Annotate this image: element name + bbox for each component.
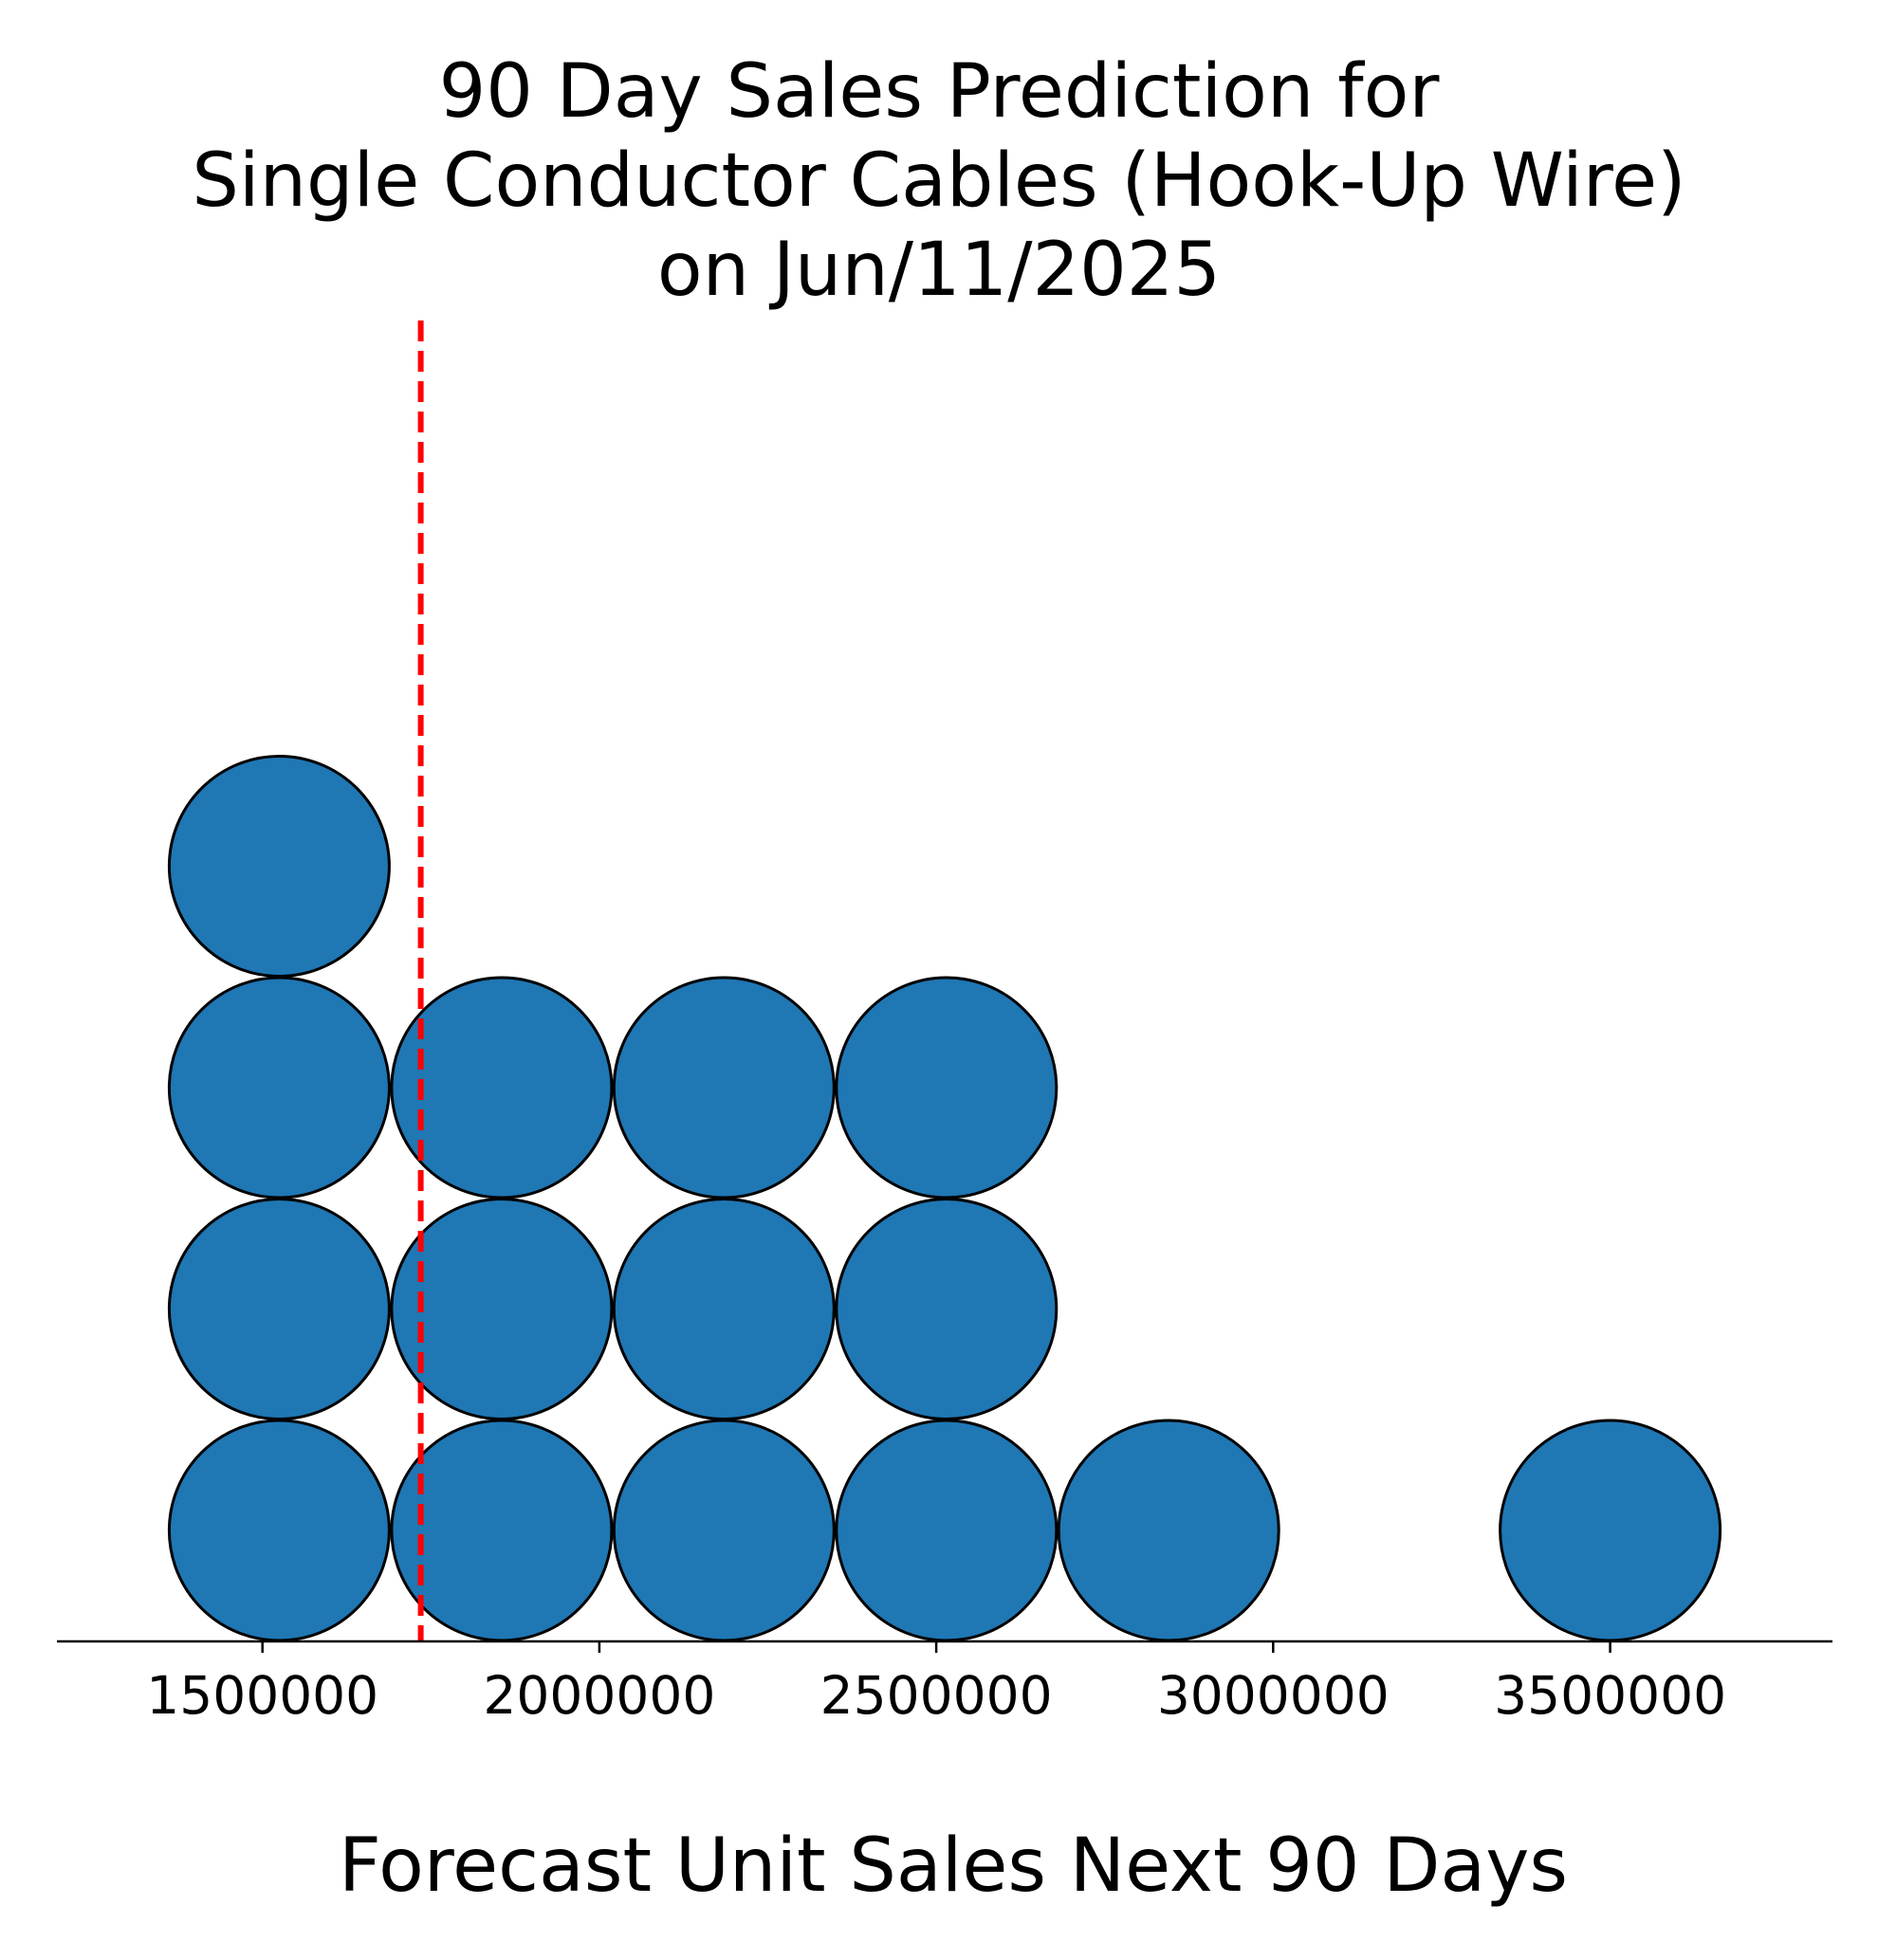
dot-marker — [167, 976, 391, 1200]
dot-marker — [167, 1419, 391, 1642]
dot-marker — [167, 1198, 391, 1420]
dot-marker — [390, 1198, 614, 1420]
dot-marker — [390, 976, 614, 1200]
dot-markers — [167, 755, 1722, 1642]
dot-marker — [167, 755, 391, 978]
x-tick-label: 2000000 — [483, 1665, 715, 1726]
x-tick-label: 1500000 — [146, 1665, 378, 1726]
dot-marker — [612, 1419, 836, 1642]
chart-title-line-2: Single Conductor Cables (Hook-Up Wire) — [192, 138, 1685, 224]
x-axis-ticks: 1500000 2000000 2500000 3000000 3500000 — [146, 1641, 1726, 1726]
chart-title-line-1: 90 Day Sales Prediction for — [439, 49, 1441, 135]
dot-marker — [612, 1198, 836, 1420]
x-axis-label: Forecast Unit Sales Next 90 Days — [339, 1823, 1568, 1909]
x-tick-label: 3000000 — [1157, 1665, 1390, 1726]
dot-marker — [835, 1198, 1059, 1420]
chart-title-line-3: on Jun/11/2025 — [657, 228, 1221, 313]
dot-marker — [1499, 1419, 1722, 1642]
chart-title: 90 Day Sales Prediction for Single Condu… — [192, 49, 1685, 313]
dot-marker — [612, 976, 836, 1200]
dot-marker — [1057, 1419, 1280, 1642]
x-tick-label: 3500000 — [1494, 1665, 1726, 1726]
x-tick-label: 2500000 — [820, 1665, 1053, 1726]
dot-marker — [390, 1419, 614, 1642]
dot-marker — [835, 976, 1059, 1200]
dot-marker — [835, 1419, 1059, 1642]
